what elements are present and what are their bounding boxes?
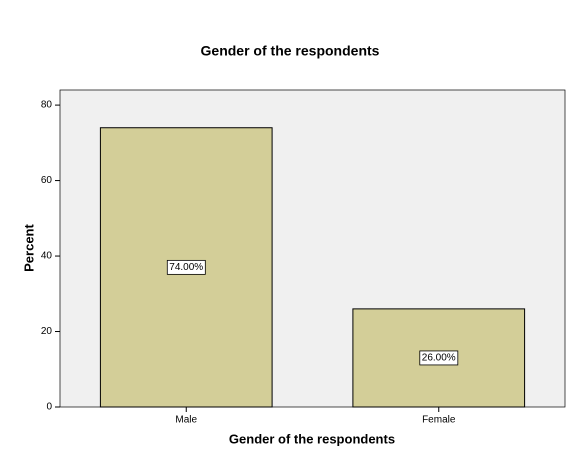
y-tick-label: 60 <box>41 175 53 186</box>
value-label-box <box>419 350 459 366</box>
y-tick-label: 80 <box>41 100 53 111</box>
value-label: 74.00% <box>169 262 203 273</box>
y-axis-label: Percent <box>21 223 36 271</box>
y-tick-label: 40 <box>41 251 53 262</box>
chart-title: Gender of the respondents <box>201 43 380 59</box>
value-label: 26.00% <box>422 353 456 364</box>
y-tick-label: 20 <box>41 326 53 337</box>
x-tick-label: Female <box>422 415 456 426</box>
x-axis-label: Gender of the respondents <box>229 431 395 446</box>
value-label-box <box>166 259 206 275</box>
y-tick-label: 0 <box>46 402 52 413</box>
x-tick-label: Male <box>175 415 197 426</box>
